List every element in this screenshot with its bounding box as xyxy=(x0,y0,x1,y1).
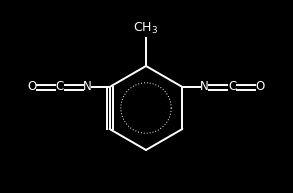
Text: C: C xyxy=(228,80,236,93)
Text: C: C xyxy=(55,80,64,93)
Text: CH$_3$: CH$_3$ xyxy=(133,21,159,36)
Text: N: N xyxy=(83,80,92,93)
Text: N: N xyxy=(200,80,209,93)
Text: O: O xyxy=(27,80,36,93)
Text: O: O xyxy=(256,80,265,93)
